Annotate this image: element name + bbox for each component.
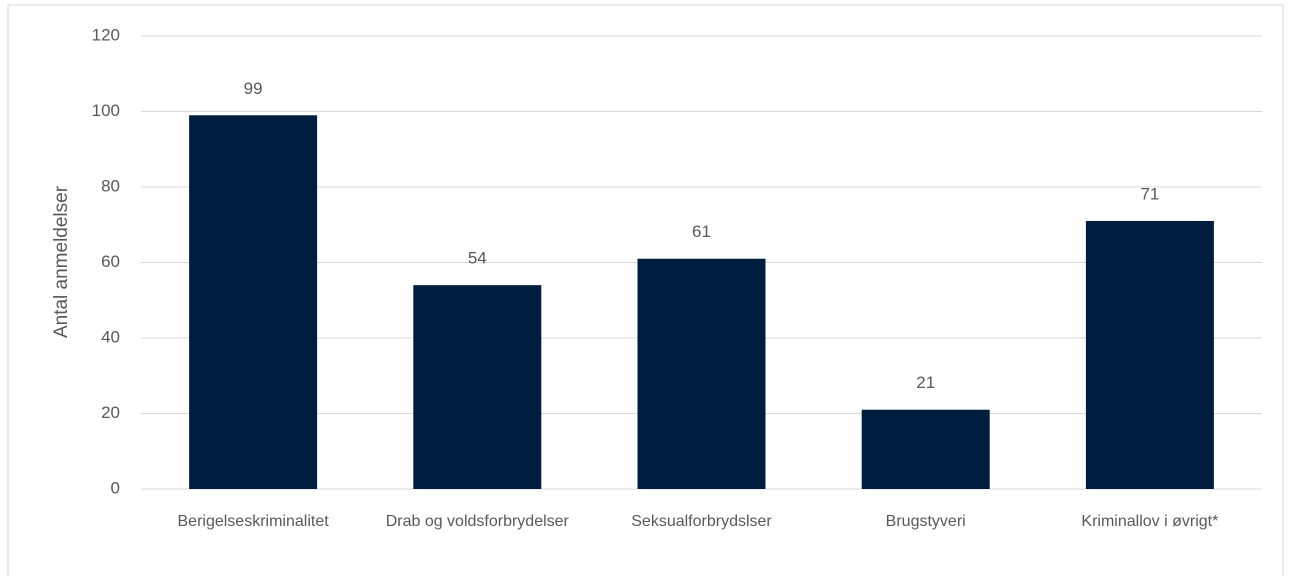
value-label: 54 [468, 249, 487, 268]
y-tick-label: 60 [101, 252, 120, 271]
chart-frame [7, 4, 1284, 576]
bar [189, 115, 318, 490]
x-tick-label: Seksualforbrydslser [631, 513, 772, 530]
bar [637, 258, 766, 489]
y-tick-label: 0 [111, 478, 120, 497]
value-label: 71 [1140, 184, 1159, 203]
x-tick-label: Drab og voldsforbrydelser [385, 513, 569, 530]
y-tick-label: 100 [92, 101, 120, 120]
bar [861, 409, 990, 489]
y-axis-title: Antal anmeldelser [51, 185, 72, 338]
bar [1085, 220, 1214, 489]
y-tick-label: 40 [101, 327, 120, 346]
bar [413, 285, 542, 489]
value-label: 61 [692, 222, 711, 241]
y-tick-label: 80 [101, 176, 120, 195]
x-tick-label: Berigelseskriminalitet [177, 513, 329, 530]
y-tick-label: 20 [101, 403, 120, 422]
x-tick-label: Kriminallov i øvrigt* [1081, 513, 1219, 530]
value-label: 99 [244, 79, 263, 98]
y-tick-label: 120 [92, 25, 120, 44]
value-label: 21 [916, 373, 935, 392]
x-tick-label: Brugstyveri [885, 513, 966, 530]
